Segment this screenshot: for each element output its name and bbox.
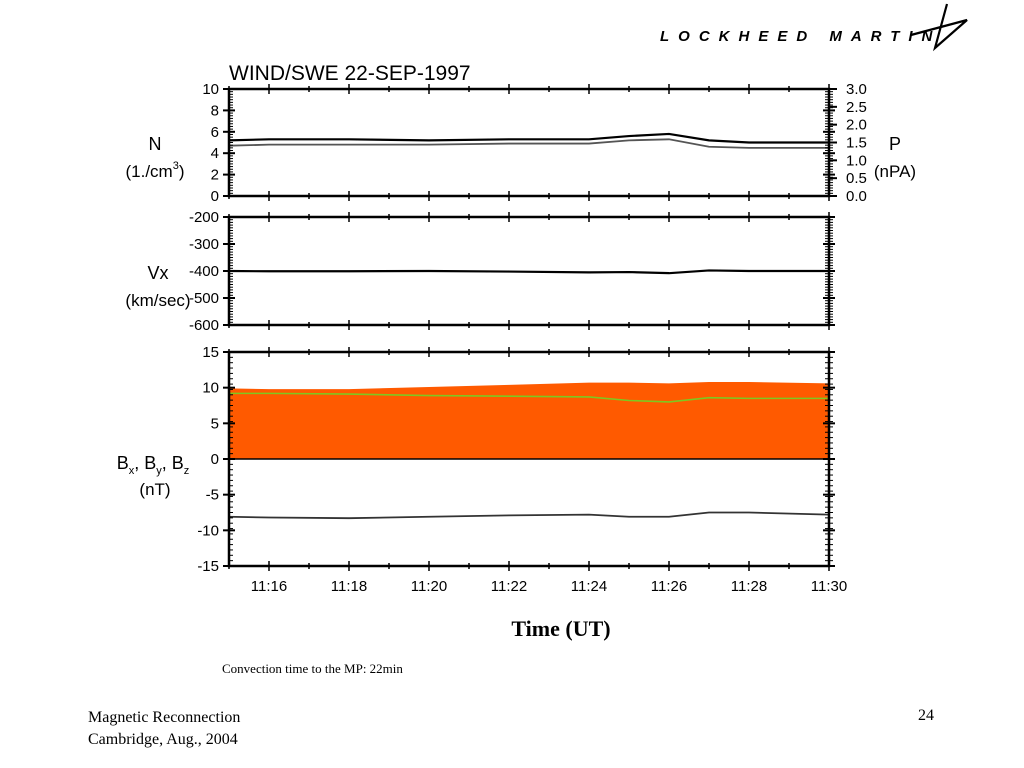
velocity-unit-label: (km/sec): [125, 291, 190, 310]
y-tick-label-0-0: 0: [211, 188, 219, 205]
y-tick-label-2-4: 5: [211, 415, 219, 432]
series-line-0-1: [228, 138, 829, 149]
y-tick-label-2-3: 0: [211, 451, 219, 468]
x-tick-label-4: 11:24: [571, 578, 607, 595]
footer-left: Magnetic Reconnection Cambridge, Aug., 2…: [88, 707, 240, 751]
panel-magnetic-field: -15 -10 -5 0 5 10 15 11:16 11:18 11:20 11:22 11:24 1…: [197, 344, 847, 595]
x-tick-label-3: 11:22: [491, 578, 527, 595]
y2-tick-label-1: 0.5: [846, 170, 867, 187]
y-tick-label-1-4: -200: [189, 209, 219, 226]
y2-tick-label-3: 1.5: [846, 135, 867, 152]
y-tick-label-2-6: 15: [202, 344, 219, 361]
y2-tick-label-2: 1.0: [846, 152, 867, 169]
chart-title: WIND/SWE 22-SEP-1997: [229, 62, 471, 85]
panel-density: 0 2 4 6 8 10 0.00.51.01.52.02.53.0: [202, 81, 867, 205]
velocity-label: Vx: [147, 263, 168, 283]
series-line-2-2: [228, 511, 830, 520]
series-line-1-0: [228, 269, 829, 275]
density-unit-label: (1./cm3): [125, 160, 184, 181]
y-tick-label-0-4: 8: [211, 102, 219, 119]
caption: Convection time to the MP: 22min: [222, 661, 403, 676]
page-number: 24: [918, 707, 934, 724]
x-tick-label-0: 11:16: [251, 578, 287, 595]
y-tick-label-2-0: -15: [197, 558, 219, 575]
y-tick-label-1-2: -400: [189, 263, 219, 280]
density-label: N: [149, 134, 162, 154]
x-tick-label-7: 11:30: [811, 578, 847, 595]
magnetic-field-unit-label: (nT): [139, 480, 170, 499]
pressure-label: P: [889, 134, 901, 154]
y-tick-label-2-1: -10: [197, 522, 219, 539]
panel-velocity: -600 -500 -400 -300 -200: [189, 209, 835, 334]
y-tick-label-1-0: -600: [189, 317, 219, 334]
x-tick-label-5: 11:26: [651, 578, 687, 595]
series-line-2-1: [229, 392, 829, 403]
y2-tick-label-4: 2.0: [846, 117, 867, 134]
y-tick-label-1-3: -300: [189, 236, 219, 253]
lockheed-star-icon: [910, 3, 968, 52]
pressure-unit-label: (nPA): [874, 162, 916, 181]
y-tick-label-0-1: 2: [211, 167, 219, 184]
y-tick-label-0-2: 4: [211, 145, 219, 162]
y-tick-label-2-2: -5: [206, 487, 219, 504]
y2-tick-label-6: 3.0: [846, 81, 867, 98]
y-tick-label-0-3: 6: [211, 124, 219, 141]
chart-area: WIND/SWE 22-SEP-1997 0 2 4 6 8 10 0.00.51.01.5…: [117, 62, 916, 595]
y-tick-label-2-5: 10: [202, 380, 219, 397]
y-tick-label-0-5: 10: [202, 81, 219, 98]
x-axis-title: Time (UT): [511, 616, 611, 641]
x-tick-label-1: 11:18: [331, 578, 367, 595]
x-tick-label-2: 11:20: [411, 578, 447, 595]
y2-tick-label-0: 0.0: [846, 188, 867, 205]
y2-tick-label-5: 2.5: [846, 99, 867, 116]
magnetic-field-label: Bx, By, Bz: [117, 453, 190, 477]
x-tick-label-6: 11:28: [731, 578, 767, 595]
lockheed-martin-logo: LOCKHEED MARTIN: [660, 28, 942, 45]
y-tick-label-1-1: -500: [189, 290, 219, 307]
footer-line-2: Cambridge, Aug., 2004: [88, 731, 238, 748]
footer-line-1: Magnetic Reconnection: [88, 709, 241, 726]
series-line-0-0: [228, 132, 829, 144]
